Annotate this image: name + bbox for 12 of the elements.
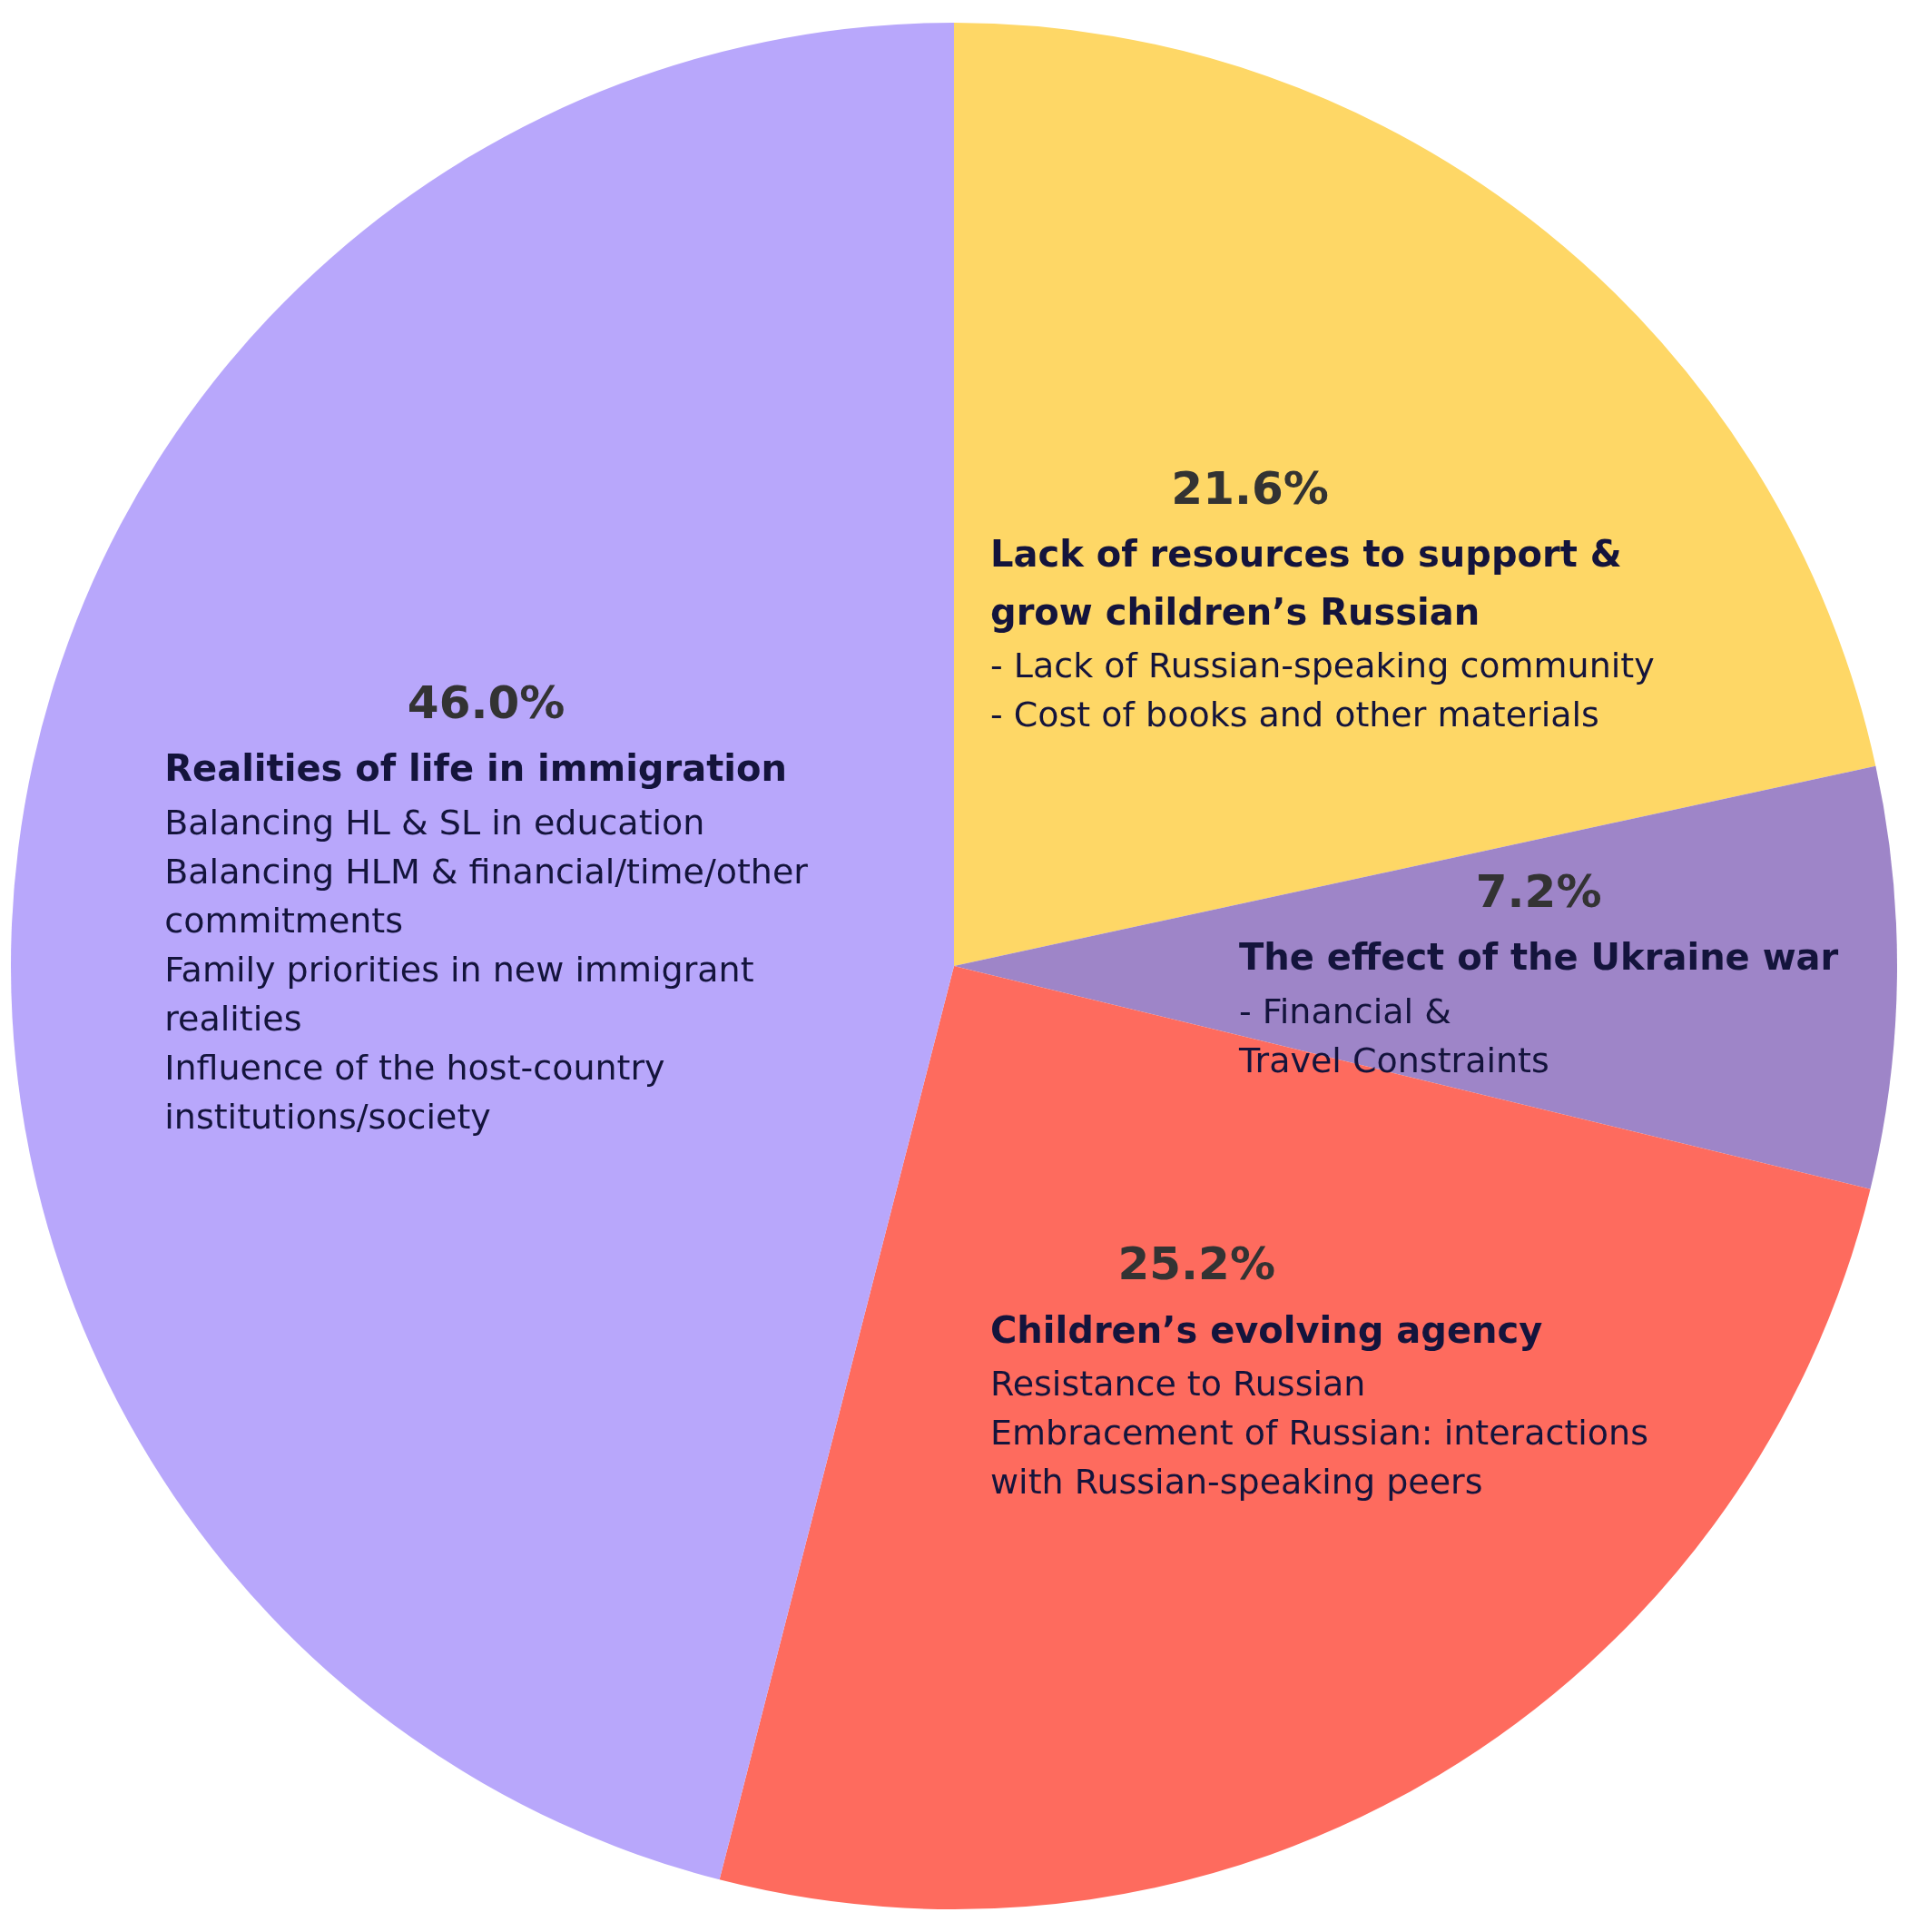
slice-label: Lack of resources to support & grow children’s Russian bbox=[990, 532, 1622, 633]
data-label: 21.6% bbox=[1171, 461, 1329, 515]
text: - Lack of Russian-speaking community - Cost of books and other materials bbox=[990, 646, 1655, 735]
data-label: 7.2% bbox=[1475, 865, 1602, 919]
data-label: 25.2% bbox=[1117, 1237, 1275, 1291]
text: Balancing HL & SL in education Balancing HLM & financial/time/other commitments Family priorities in new immigrant realities Influence of the host-country institutions/society bbox=[164, 802, 809, 1137]
data-label: 46.0% bbox=[407, 675, 566, 729]
text: - Financial & Travel Constraints bbox=[1237, 991, 1549, 1080]
slice-label: Realities of life in immigration bbox=[164, 747, 787, 790]
slice-label: Children’s evolving agency bbox=[990, 1308, 1543, 1351]
text: Resistance to Russian Embracement of Russian: interactions with Russian-speaking peers bbox=[990, 1364, 1648, 1503]
slice-label: The effect of the Ukraine war bbox=[1238, 936, 1839, 979]
